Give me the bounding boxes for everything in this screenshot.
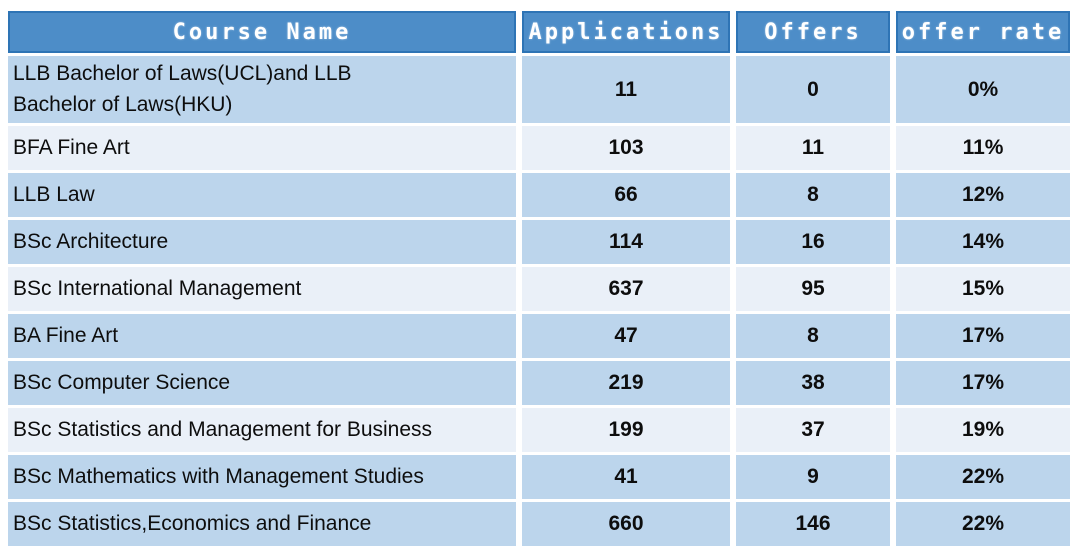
offers-cell: 11 (736, 126, 890, 170)
applications-cell: 199 (522, 408, 730, 452)
applications-cell: 637 (522, 267, 730, 311)
offers-cell: 146 (736, 502, 890, 546)
column-header-offers: Offers (736, 11, 890, 53)
course-name-text: BSc Architecture (13, 229, 169, 253)
course-name-text: BSc Statistics,Economics and Finance (13, 511, 372, 535)
course-name-cell: BSc Computer Science (8, 361, 516, 405)
course-name-cell: BSc International Management (8, 267, 516, 311)
applications-cell: 660 (522, 502, 730, 546)
column-header-course-name: Course Name (8, 11, 516, 53)
course-name-text: BSc Computer Science (13, 370, 231, 394)
offer-rate-cell: 19% (896, 408, 1070, 452)
course-name-cell: BSc Mathematics with Management Studies (8, 455, 516, 499)
offer-rate-cell: 15% (896, 267, 1070, 311)
course-name-text: BSc Mathematics with Management Studies (13, 464, 424, 488)
course-name-cell: BA Fine Art (8, 314, 516, 358)
applications-cell: 66 (522, 173, 730, 217)
offer-rate-cell: 14% (896, 220, 1070, 264)
offer-rate-cell: 17% (896, 361, 1070, 405)
course-name-text: LLB Law (13, 182, 95, 206)
course-name-text: BSc International Management (13, 276, 302, 300)
course-name-text: BFA Fine Art (13, 135, 130, 159)
offer-rate-cell: 0% (896, 56, 1070, 123)
offers-cell: 37 (736, 408, 890, 452)
offer-rate-cell: 12% (896, 173, 1070, 217)
course-name-cell: BSc Statistics and Management for Busine… (8, 408, 516, 452)
applications-cell: 11 (522, 56, 730, 123)
applications-cell: 103 (522, 126, 730, 170)
offers-cell: 38 (736, 361, 890, 405)
course-name-cell: BFA Fine Art (8, 126, 516, 170)
offers-cell: 8 (736, 314, 890, 358)
applications-cell: 114 (522, 220, 730, 264)
course-name-cell: BSc Architecture (8, 220, 516, 264)
offers-cell: 8 (736, 173, 890, 217)
course-name-text: LLB Bachelor of Laws(UCL)and LLB Bachelo… (13, 62, 352, 116)
course-name-text: BSc Statistics and Management for Busine… (13, 417, 433, 441)
column-header-applications: Applications (522, 11, 730, 53)
offers-cell: 9 (736, 455, 890, 499)
offers-cell: 16 (736, 220, 890, 264)
offers-cell: 95 (736, 267, 890, 311)
applications-cell: 219 (522, 361, 730, 405)
course-name-text: BA Fine Art (13, 323, 119, 347)
offer-rate-cell: 11% (896, 126, 1070, 170)
offer-rate-cell: 17% (896, 314, 1070, 358)
offer-rate-cell: 22% (896, 502, 1070, 546)
offers-cell: 0 (736, 56, 890, 123)
course-name-cell: BSc Statistics,Economics and Finance (8, 502, 516, 546)
applications-cell: 41 (522, 455, 730, 499)
column-header-offer-rate: offer rate (896, 11, 1070, 53)
offer-rate-table: Course Name Applications Offers offer ra… (8, 11, 1070, 546)
course-name-cell: LLB Bachelor of Laws(UCL)and LLB Bachelo… (8, 56, 516, 123)
offer-rate-cell: 22% (896, 455, 1070, 499)
course-name-cell: LLB Law (8, 173, 516, 217)
applications-cell: 47 (522, 314, 730, 358)
